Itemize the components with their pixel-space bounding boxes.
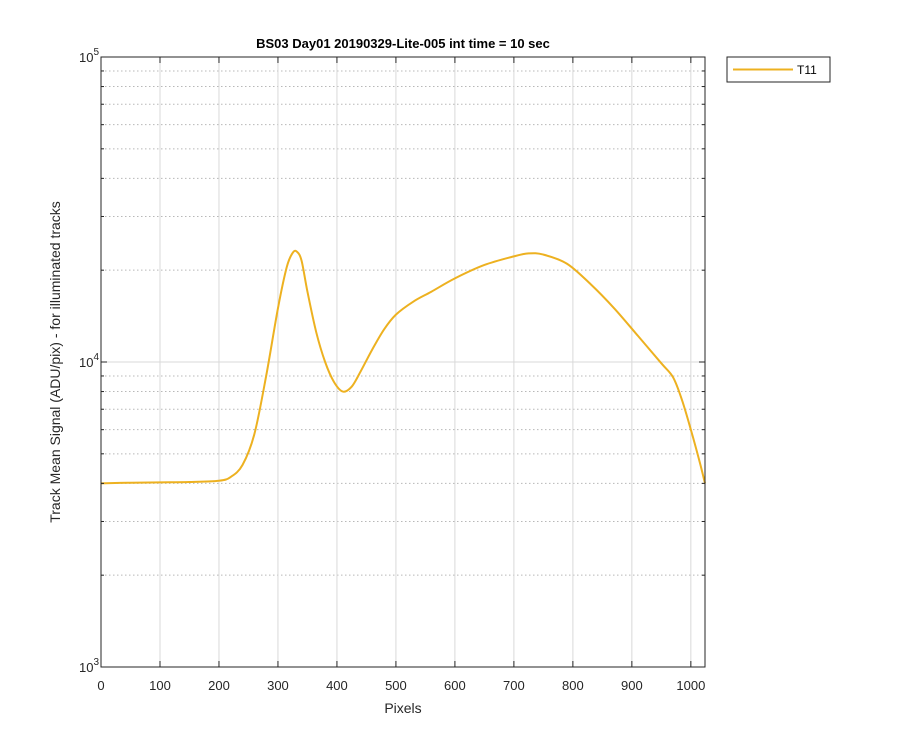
x-tick-label: 300 [267, 678, 289, 693]
y-tick-label: 105 [79, 47, 99, 65]
x-tick-label: 0 [97, 678, 104, 693]
x-tick-label: 500 [385, 678, 407, 693]
y-axis-label: Track Mean Signal (ADU/pix) - for illumi… [47, 201, 63, 523]
legend: T11 [726, 56, 831, 83]
x-tick-label: 900 [621, 678, 643, 693]
x-tick-label: 700 [503, 678, 525, 693]
x-tick-label: 600 [444, 678, 466, 693]
series-layer [100, 249, 706, 485]
x-tick-label: 1000 [676, 678, 705, 693]
grid [101, 57, 705, 667]
chart-title: BS03 Day01 20190329-Lite-005 int time = … [256, 36, 550, 51]
x-tick-labels: 0 100 200 300 400 500 600 700 800 900 1000 [97, 678, 705, 693]
y-tick-label: 103 [79, 657, 99, 675]
y-tick-label: 104 [79, 352, 99, 370]
x-tick-label: 800 [562, 678, 584, 693]
tick-marks [100, 56, 705, 668]
x-axis-label: Pixels [384, 700, 421, 716]
x-tick-label: 200 [208, 678, 230, 693]
y-tick-labels: 103 104 105 [79, 47, 99, 675]
legend-entry-t11: T11 [797, 63, 817, 77]
series-line-t11 [100, 249, 706, 485]
x-tick-label: 100 [149, 678, 171, 693]
x-tick-label: 400 [326, 678, 348, 693]
